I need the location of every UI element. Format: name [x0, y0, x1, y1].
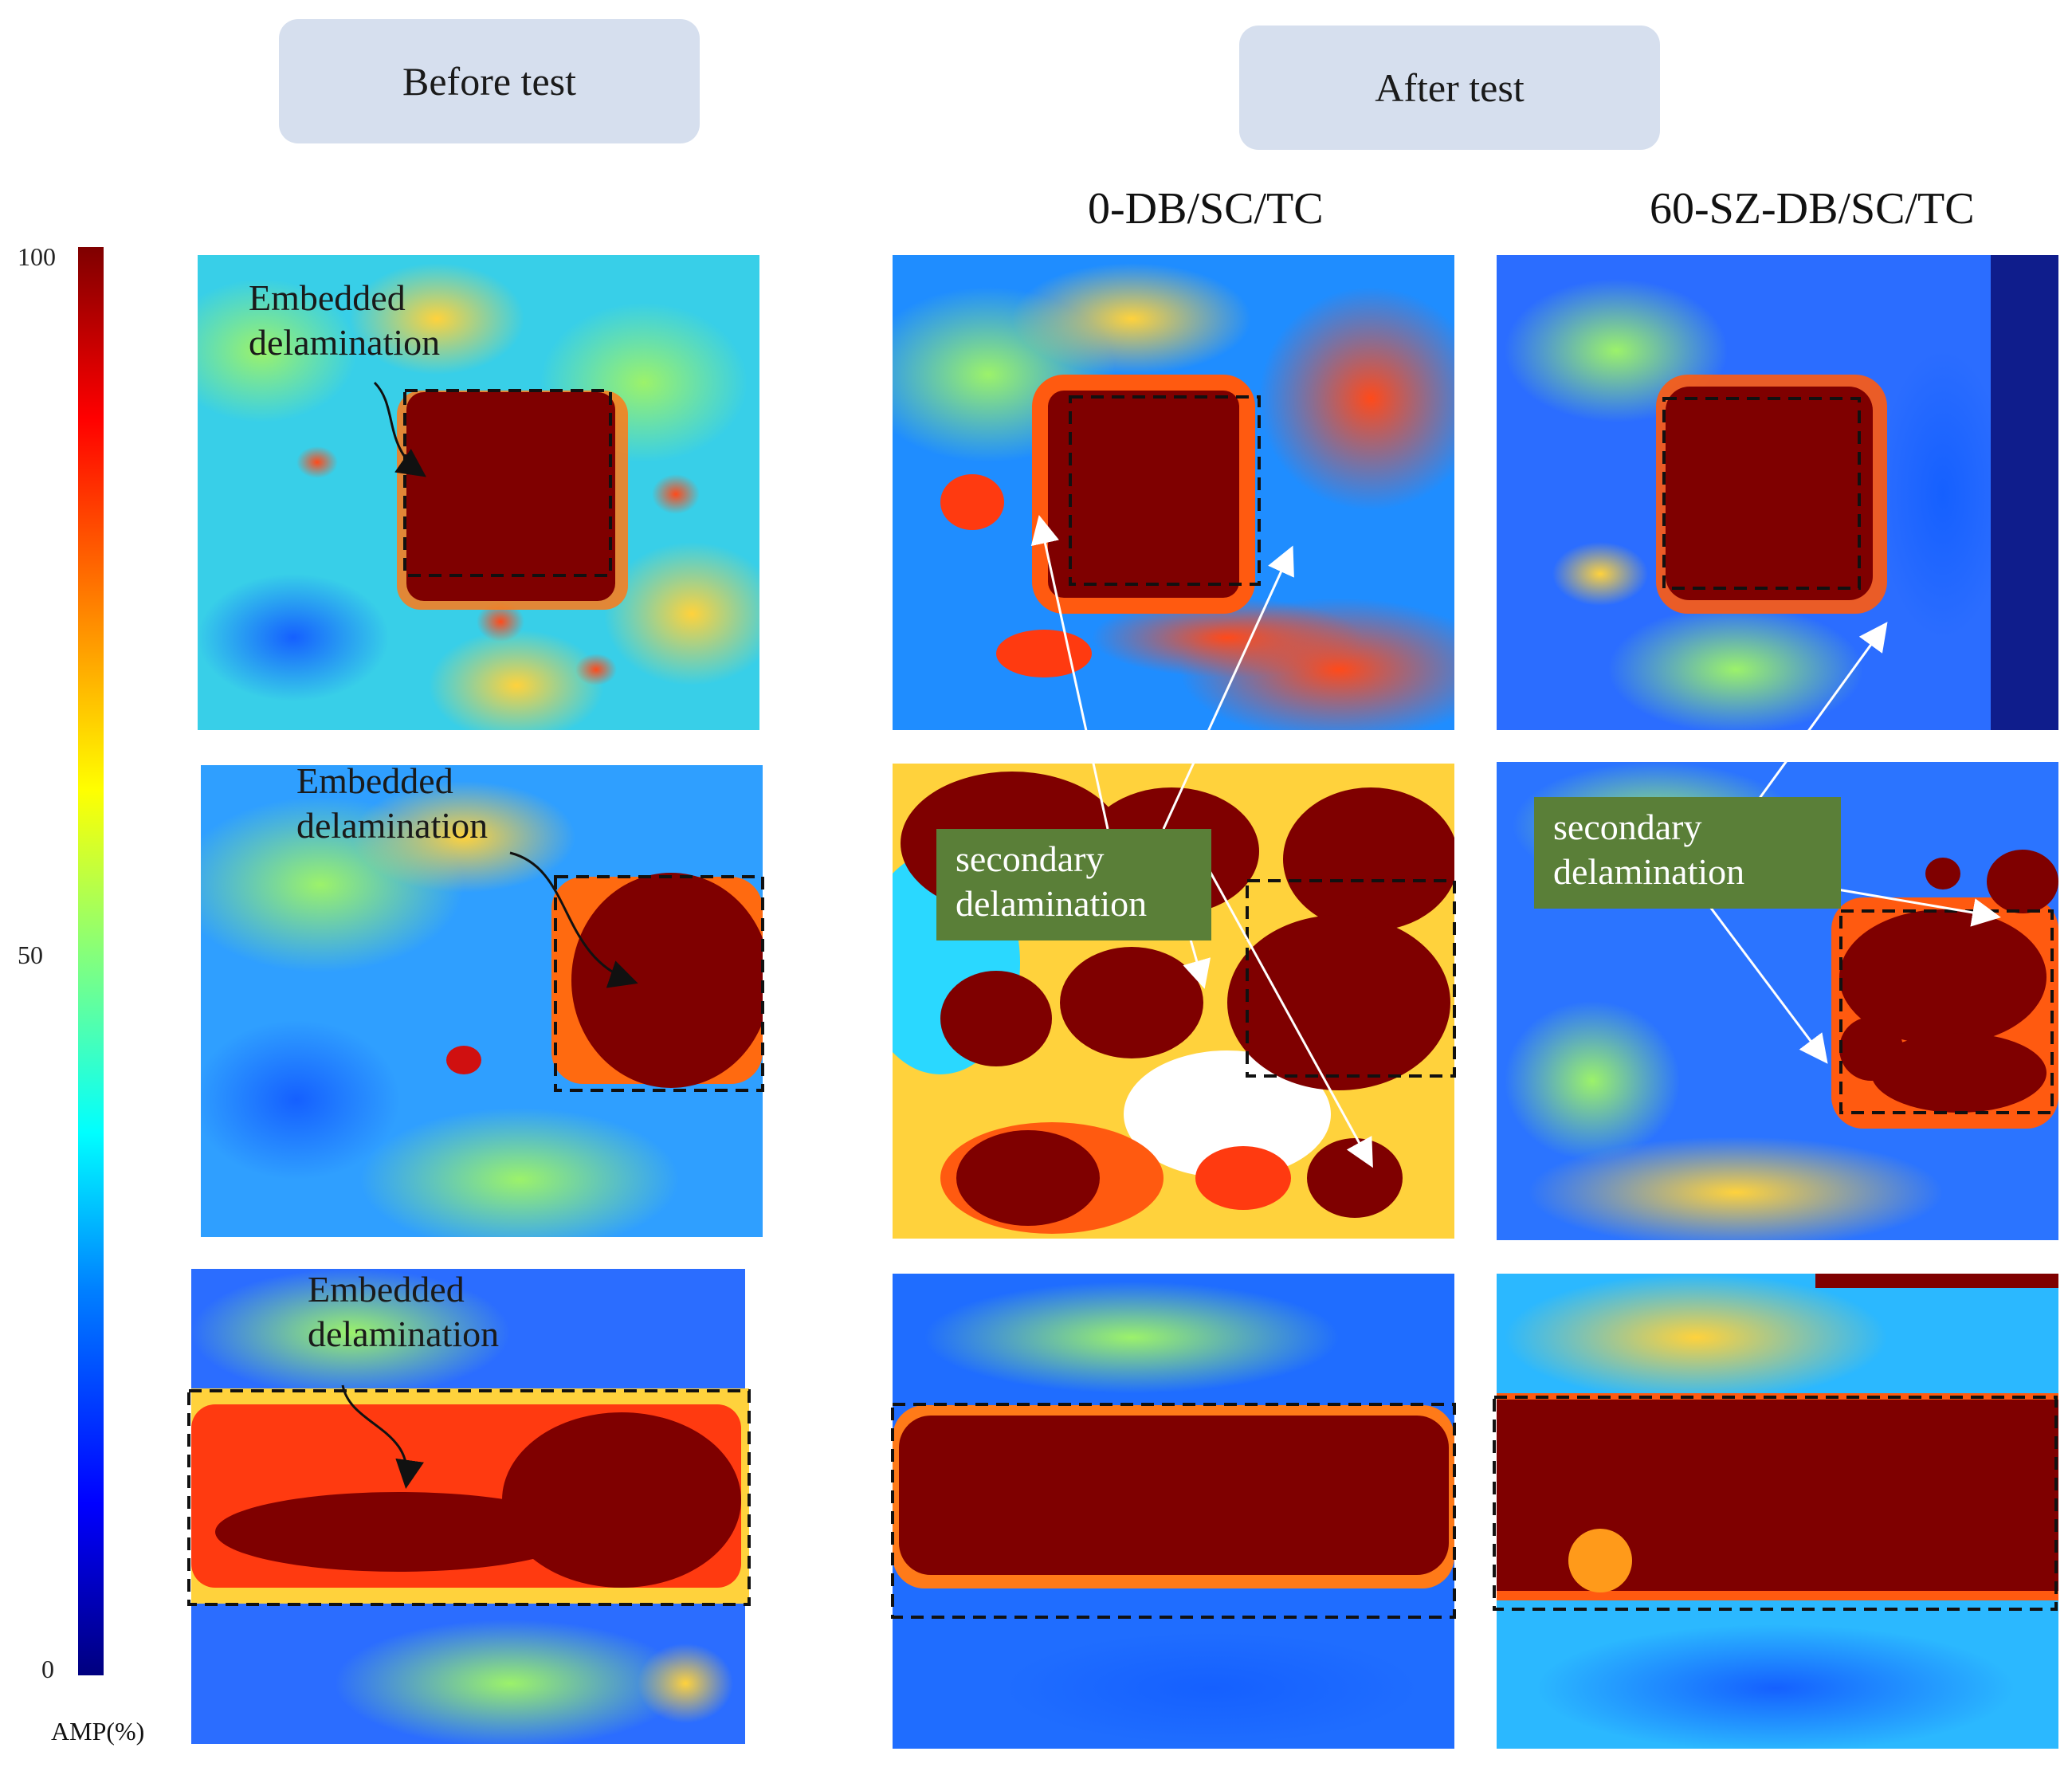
- after-test-header: After test: [1239, 26, 1660, 150]
- secondary-label-0db-text: secondary delamination: [956, 838, 1148, 924]
- before-test-header: Before test: [279, 19, 700, 143]
- column-label-0-db: 0-DB/SC/TC: [1088, 184, 1324, 234]
- amplitude-color-scale: [78, 247, 104, 1675]
- cscan-60sz-row3: [1497, 1274, 2058, 1749]
- embedded-label-r2: Embedded delamination: [296, 760, 489, 846]
- embedded-label-r3: Embedded delamination: [308, 1269, 500, 1354]
- cscan-60sz-row1: [1497, 255, 2058, 730]
- before-test-label: Before test: [402, 59, 576, 104]
- cscan-0db-row1: [893, 255, 1454, 730]
- scale-unit-label: AMP(%): [51, 1717, 145, 1745]
- after-test-label: After test: [1375, 65, 1525, 110]
- secondary-label-60sz-text: secondary delamination: [1553, 807, 1745, 892]
- scale-min-label: 0: [41, 1655, 54, 1683]
- embedded-label-r1: Embedded delamination: [249, 277, 441, 363]
- cscan-0db-row3: [893, 1274, 1454, 1749]
- secondary-label-0db: secondary delamination: [936, 829, 1211, 940]
- scale-mid-label: 50: [18, 940, 43, 969]
- scale-max-label: 100: [18, 242, 56, 271]
- secondary-label-60sz: secondary delamination: [1534, 797, 1841, 909]
- column-label-60-sz: 60-SZ-DB/SC/TC: [1650, 184, 1975, 234]
